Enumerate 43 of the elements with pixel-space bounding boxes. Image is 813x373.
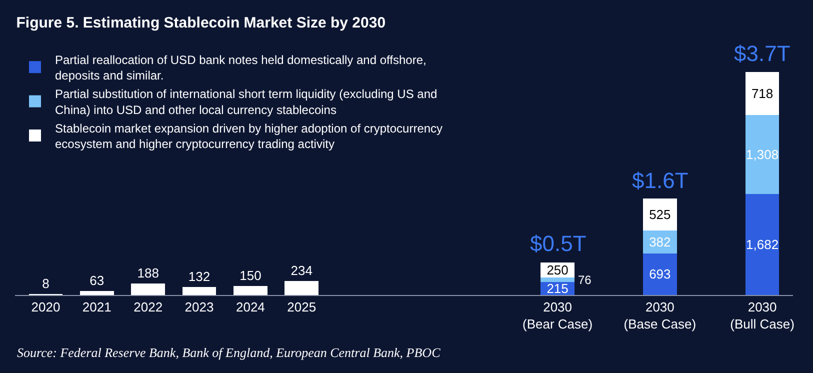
bar	[80, 291, 114, 295]
data-label: 8	[42, 276, 50, 291]
x-tick-label: 2022	[134, 300, 163, 315]
data-label: 525	[649, 206, 671, 222]
data-label: 234	[290, 262, 312, 278]
x-tick-label: 2030 (Base Case)	[624, 300, 696, 332]
bar	[131, 284, 165, 295]
data-label: 1,682	[746, 236, 779, 252]
x-tick-label: 2030 (Bear Case)	[522, 300, 593, 332]
data-label: 693	[649, 266, 671, 282]
data-label: 76	[578, 273, 592, 287]
x-tick-label: 2025	[287, 300, 316, 315]
total-label: $3.7T	[734, 41, 790, 66]
legend-label: Partial reallocation of USD bank notes held domestically and offshore, deposits and similar.	[55, 52, 426, 83]
data-label: 1,308	[746, 146, 779, 162]
bar	[284, 280, 319, 295]
legend-label: Partial substitution of international short term liquidity (excluding US and China) into USD and other local currency stablecoins	[55, 87, 438, 117]
x-tick-label: 2030 (Bull Case)	[730, 300, 794, 332]
bar	[234, 286, 268, 295]
source-note: Source: Federal Reserve Bank, Bank of England, European Central Bank, PBOC	[17, 345, 441, 360]
data-label: 132	[188, 269, 210, 284]
x-tick-label: 2020	[31, 300, 60, 315]
data-label: 382	[649, 234, 671, 250]
data-label: 215	[546, 281, 568, 296]
data-label: 250	[546, 262, 568, 278]
bar	[643, 253, 677, 295]
x-tick-label: 2021	[82, 300, 112, 315]
bar	[745, 194, 780, 295]
data-label: 150	[240, 268, 262, 283]
data-label: 718	[751, 86, 774, 101]
data-label: 63	[90, 273, 104, 288]
total-label: $0.5T	[530, 231, 586, 256]
x-tick-label: 2024	[236, 300, 265, 315]
x-tick-label: 2023	[184, 300, 214, 315]
bar	[182, 287, 216, 295]
bar	[745, 72, 780, 116]
bar	[540, 277, 574, 282]
total-label: $1.6T	[632, 168, 688, 193]
chart-title: Figure 5. Estimating Stablecoin Market Size by 2030	[16, 14, 386, 32]
bar	[643, 198, 677, 230]
bar	[745, 115, 780, 194]
legend-label: Stablecoin market expansion driven by higher adoption of cryptocurrency ecosystem and higher cryptocurrency trading activity	[55, 121, 443, 151]
data-label: 188	[137, 266, 159, 281]
